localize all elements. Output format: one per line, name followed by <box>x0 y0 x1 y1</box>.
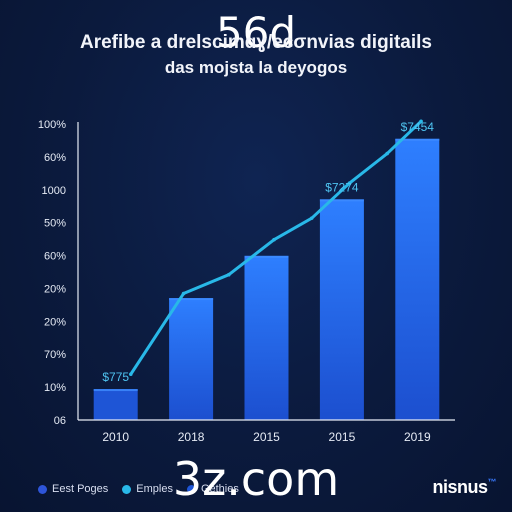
trend-point <box>385 151 389 156</box>
legend-swatch <box>122 484 132 494</box>
bar-1 <box>169 298 214 420</box>
bar-2 <box>244 255 289 420</box>
y-tick-label: 06 <box>54 415 66 427</box>
bar-4 <box>395 138 440 421</box>
trend-point <box>128 372 133 377</box>
brand-logo: nisnus™ <box>432 477 496 498</box>
legend-swatch <box>186 484 196 494</box>
chart-legend: Eest Poges Emples Gethies <box>38 480 253 498</box>
legend-item: Eest Poges <box>38 483 108 495</box>
trend-point <box>181 291 186 296</box>
y-tick-label: 100% <box>38 119 66 131</box>
x-tick-label: 2015 <box>329 430 356 444</box>
bar-top-3 <box>319 199 364 202</box>
brand-trademark: ™ <box>487 477 497 487</box>
data-label: $7454 <box>401 120 435 134</box>
trend-point <box>227 272 231 277</box>
bar-top-0 <box>93 389 138 392</box>
watermark-top: 56d <box>215 8 297 57</box>
bar-top-4 <box>395 138 440 141</box>
y-tick-label: 70% <box>44 349 66 361</box>
brand-name: nisnus <box>432 477 488 497</box>
legend-item: Emples <box>122 483 173 495</box>
legend-label: Gethies <box>200 483 239 495</box>
bar-top-1 <box>169 298 214 301</box>
y-tick-label: 1000 <box>42 185 66 197</box>
y-tick-label: 50% <box>44 218 66 230</box>
trend-point <box>309 216 314 220</box>
bar-3 <box>319 199 364 420</box>
y-tick-label: 20% <box>44 283 66 295</box>
trend-line <box>129 119 423 376</box>
y-tick-label: 10% <box>44 382 66 394</box>
watermark-bottom: 3z.com <box>172 452 340 506</box>
x-tick-label: 2018 <box>178 430 205 444</box>
legend-swatch <box>38 484 47 494</box>
legend-item: Gethies <box>186 483 239 495</box>
y-tick-label: 60% <box>44 251 66 263</box>
chart-subtitle: das mojsta la deyogos <box>164 58 348 77</box>
x-tick-label: 2010 <box>102 430 129 444</box>
bar-top-2 <box>244 255 289 258</box>
bar-0 <box>93 389 138 420</box>
trend-point <box>347 181 352 185</box>
y-tick-label: 60% <box>44 152 66 164</box>
x-tick-label: 2015 <box>253 430 280 444</box>
x-tick-label: 2019 <box>404 430 431 444</box>
legend-label: Eest Poges <box>52 483 109 495</box>
trend-point <box>272 237 276 242</box>
data-label: $775 <box>102 370 129 384</box>
legend-label: Emples <box>136 483 173 495</box>
data-label: $7274 <box>325 180 359 194</box>
y-tick-label: 20% <box>44 316 66 328</box>
trend-point <box>419 119 423 124</box>
chart-title: Arefibe a drelscimɑɣ/ecσnvias digitails <box>80 32 432 53</box>
